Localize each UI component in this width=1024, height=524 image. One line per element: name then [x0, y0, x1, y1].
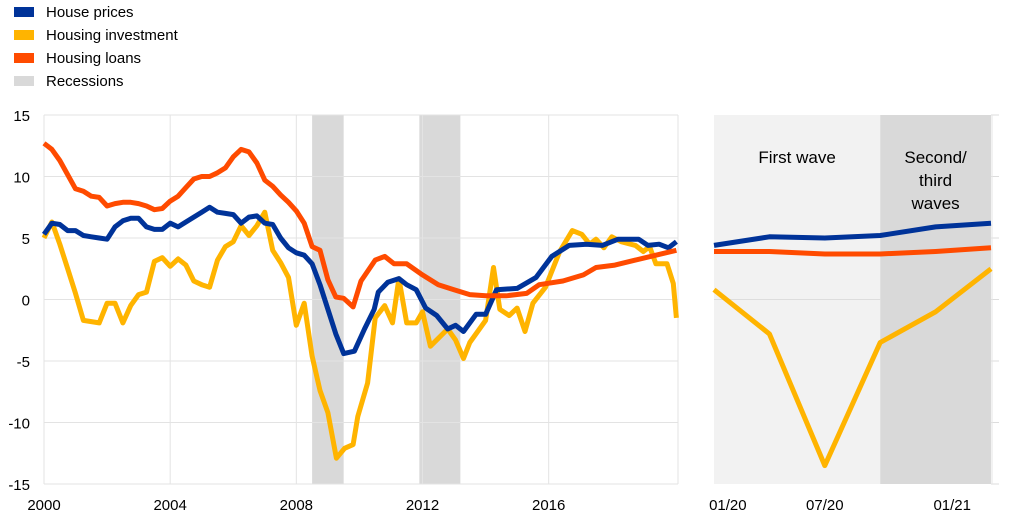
series-line-house-prices — [713, 220, 992, 248]
legend-label: Housing loans — [46, 50, 141, 67]
period-label: waves — [911, 194, 960, 213]
y-tick-label: -10 — [8, 416, 30, 433]
series-line-house-prices — [41, 204, 678, 357]
y-tick-label: 10 — [13, 170, 30, 187]
series-line-housing-loans — [714, 245, 992, 257]
period-label: Second/ — [904, 148, 967, 167]
legend-swatch — [14, 30, 34, 40]
legend: House prices Housing investment Housing lo… — [14, 4, 179, 90]
x-tick-label: 07/20 — [806, 497, 844, 514]
legend-label: Recessions — [46, 73, 124, 90]
y-tick-label: -15 — [8, 477, 30, 494]
series-line-housing-loans — [42, 141, 677, 310]
x-tick-label: 01/21 — [933, 497, 971, 514]
period-label: third — [919, 171, 952, 190]
left-panel: 15 10 5 0 -5 -10 -15 2000 2004 2008 2012 2016 — [8, 108, 679, 514]
y-tick-label: 5 — [22, 231, 30, 248]
x-tick-label: 2004 — [153, 497, 186, 514]
x-tick-label: 01/20 — [709, 497, 747, 514]
period-label: First wave — [758, 148, 835, 167]
legend-swatch — [14, 53, 34, 63]
x-tick-label: 2000 — [27, 497, 60, 514]
x-tick-label: 2008 — [280, 497, 313, 514]
y-tick-label: 15 — [13, 108, 30, 125]
legend-label: House prices — [46, 4, 134, 21]
series-line-housing-investment — [712, 266, 993, 469]
y-tick-label: 0 — [22, 293, 30, 310]
y-tick-label: -5 — [17, 354, 30, 371]
x-tick-label: 2012 — [406, 497, 439, 514]
x-tick-label: 2016 — [532, 497, 565, 514]
series-line-housing-investment — [41, 209, 679, 461]
right-panel: First wave Second/third waves 01/20 07/20 01/… — [709, 114, 999, 514]
legend-swatch — [14, 7, 34, 17]
legend-swatch — [14, 76, 34, 86]
period-band — [880, 115, 991, 484]
legend-label: Housing investment — [46, 27, 179, 44]
